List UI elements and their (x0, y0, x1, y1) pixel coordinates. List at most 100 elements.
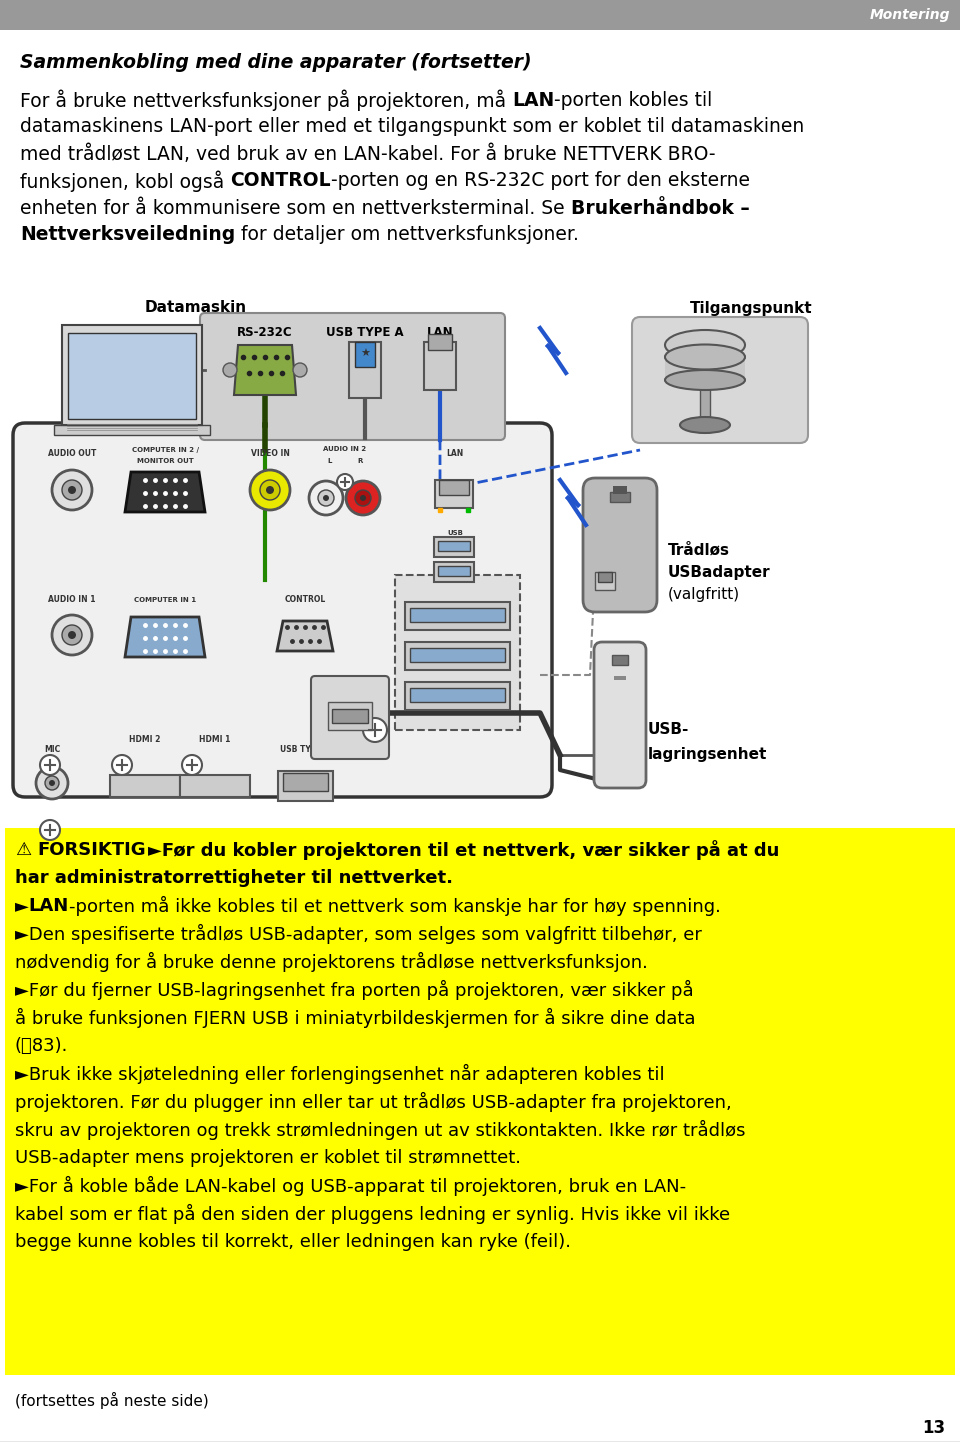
Polygon shape (234, 345, 296, 395)
Polygon shape (125, 472, 205, 512)
Text: ►For å koble både LAN-kabel og USB-apparat til projektoren, bruk en LAN-: ►For å koble både LAN-kabel og USB-appar… (15, 1177, 686, 1195)
Text: LAN: LAN (426, 326, 453, 339)
Text: TYPE A: TYPE A (442, 539, 468, 545)
Text: AUDIO OUT: AUDIO OUT (48, 448, 96, 457)
Circle shape (293, 363, 307, 376)
Circle shape (62, 480, 82, 500)
Text: MIC: MIC (44, 746, 60, 754)
Text: L: L (327, 459, 332, 464)
Bar (68, 333, 196, 420)
Text: COMPUTER IN 2 /: COMPUTER IN 2 / (132, 447, 199, 453)
Text: HDMI 2: HDMI 2 (130, 735, 160, 744)
Bar (278, 771, 333, 800)
Text: enheten for å kommunisere som en nettverksterminal. Se: enheten for å kommunisere som en nettver… (20, 199, 570, 218)
Bar (410, 688, 505, 702)
Text: projektoren. Før du plugger inn eller tar ut trådløs USB-adapter fra projektoren: projektoren. Før du plugger inn eller ta… (15, 1092, 732, 1112)
Circle shape (68, 486, 76, 495)
Bar (405, 642, 510, 671)
Text: USB TYPE B: USB TYPE B (280, 746, 330, 754)
Text: USBadapter: USBadapter (668, 564, 771, 580)
Text: ⚠: ⚠ (15, 841, 31, 859)
Text: Nettverksveiledning: Nettverksveiledning (20, 225, 235, 245)
Bar (5, 828, 955, 1376)
Text: Datamaskin: Datamaskin (145, 300, 247, 316)
FancyBboxPatch shape (13, 423, 552, 797)
Text: AUDIO IN 1: AUDIO IN 1 (48, 596, 96, 604)
Bar (598, 572, 612, 583)
Text: begge kunne kobles til korrekt, eller ledningen kan ryke (feil).: begge kunne kobles til korrekt, eller le… (15, 1233, 571, 1252)
Bar (613, 486, 627, 495)
Bar (349, 342, 381, 398)
Circle shape (52, 470, 92, 510)
Bar (0, 290, 960, 800)
Circle shape (62, 624, 82, 645)
FancyBboxPatch shape (583, 477, 657, 611)
Circle shape (363, 718, 387, 743)
Ellipse shape (665, 345, 745, 369)
Bar (410, 647, 505, 662)
Bar (434, 562, 474, 583)
Text: CONTROL: CONTROL (284, 596, 325, 604)
Text: USB: USB (447, 531, 463, 536)
Text: (⦅83).: (⦅83). (15, 1037, 68, 1056)
Bar (355, 342, 375, 368)
Text: Montering: Montering (870, 9, 950, 22)
Text: ★: ★ (360, 349, 370, 359)
Text: -porten og en RS-232C port for den eksterne: -porten og en RS-232C port for den ekste… (331, 172, 750, 190)
Bar (0, 0, 960, 30)
Text: MONITOR OUT: MONITOR OUT (136, 459, 193, 464)
Polygon shape (125, 617, 205, 658)
Circle shape (318, 490, 334, 506)
Circle shape (68, 632, 76, 639)
Bar (665, 355, 745, 381)
Text: lagringsenhet: lagringsenhet (648, 747, 767, 763)
Ellipse shape (665, 330, 745, 360)
Bar (428, 335, 452, 350)
Circle shape (36, 767, 68, 799)
Text: DC5V 0.5A: DC5V 0.5A (439, 548, 471, 554)
Circle shape (250, 470, 290, 510)
Bar (283, 773, 328, 792)
Circle shape (309, 482, 343, 515)
FancyBboxPatch shape (311, 676, 389, 758)
Circle shape (360, 495, 366, 500)
Text: Trådløs: Trådløs (668, 542, 730, 558)
Text: nødvendig for å bruke denne projektorens trådløse nettverksfunksjon.: nødvendig for å bruke denne projektorens… (15, 952, 648, 972)
Text: LAN: LAN (512, 91, 554, 110)
Circle shape (346, 482, 380, 515)
Circle shape (337, 474, 353, 490)
Text: ►Den spesifiserte trådløs USB-adapter, som selges som valgfritt tilbehør, er: ►Den spesifiserte trådløs USB-adapter, s… (15, 924, 702, 945)
Text: har administratorrettigheter til nettverket.: har administratorrettigheter til nettver… (15, 870, 453, 887)
Bar (410, 609, 505, 622)
Bar (405, 682, 510, 709)
Text: Tilgangspunkt: Tilgangspunkt (690, 300, 812, 316)
Text: USB-: USB- (648, 722, 689, 737)
Circle shape (40, 756, 60, 774)
Circle shape (40, 820, 60, 841)
Circle shape (112, 756, 132, 774)
FancyBboxPatch shape (594, 642, 646, 787)
Text: ►: ► (15, 897, 29, 916)
Text: RS-232C: RS-232C (237, 326, 293, 339)
Text: -porten må ikke kobles til et nettverk som kanskje har for høy spenning.: -porten må ikke kobles til et nettverk s… (69, 895, 721, 916)
Text: For å bruke nettverksfunksjoner på projektoren, må: For å bruke nettverksfunksjoner på proje… (20, 89, 512, 111)
Bar (612, 655, 628, 665)
Text: Brukerhåndbok –: Brukerhåndbok – (570, 199, 750, 218)
FancyBboxPatch shape (200, 313, 505, 440)
Bar (405, 601, 510, 630)
Text: 13: 13 (922, 1419, 945, 1438)
Bar (439, 480, 469, 495)
Bar (54, 425, 210, 435)
Bar (110, 774, 180, 797)
Circle shape (182, 756, 202, 774)
Bar (328, 702, 372, 730)
Circle shape (260, 480, 280, 500)
Circle shape (52, 614, 92, 655)
Text: FORSIKTIG: FORSIKTIG (37, 841, 146, 859)
Text: med trådløst LAN, ved bruk av en LAN-kabel. For å bruke NETTVERK BRO-: med trådløst LAN, ved bruk av en LAN-kab… (20, 144, 715, 164)
Circle shape (49, 780, 55, 786)
Ellipse shape (680, 417, 730, 433)
Bar (614, 676, 626, 681)
Bar (595, 572, 615, 590)
Bar (62, 324, 202, 425)
